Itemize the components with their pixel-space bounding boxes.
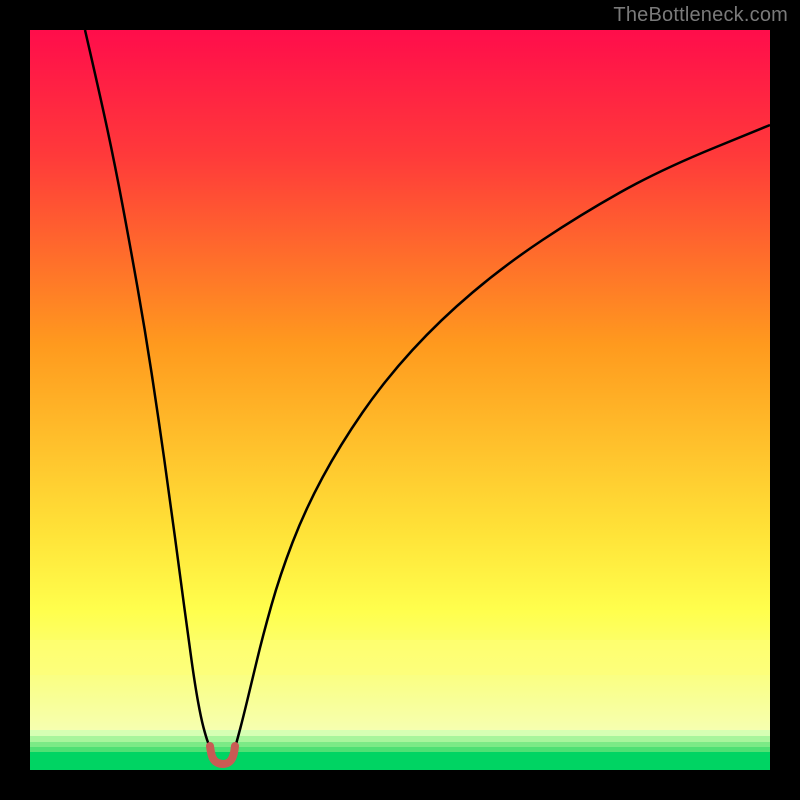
curve-overlay bbox=[30, 30, 770, 770]
curve-left bbox=[85, 30, 210, 748]
curve-right bbox=[235, 125, 770, 748]
chart-frame: TheBottleneck.com bbox=[0, 0, 800, 800]
curve-notch bbox=[210, 746, 235, 764]
watermark-text: TheBottleneck.com bbox=[613, 4, 788, 27]
plot-area bbox=[30, 30, 770, 770]
